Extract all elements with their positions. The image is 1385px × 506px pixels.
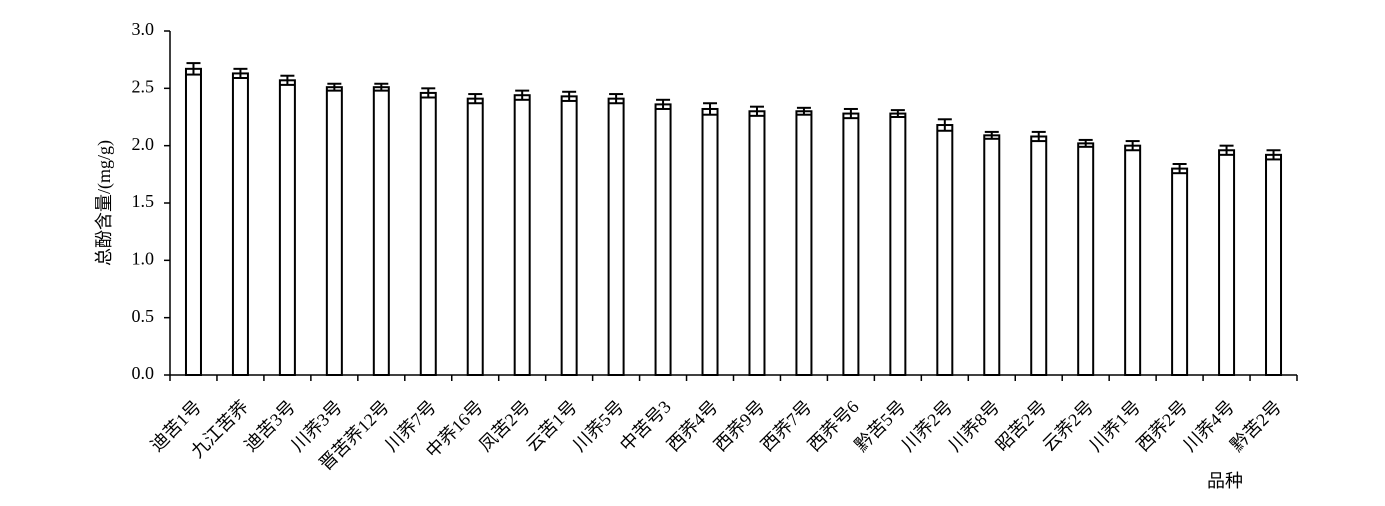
y-tick-label: 0.0 [132,363,155,383]
bar [1124,144,1142,376]
bar [325,86,343,376]
y-tick-label: 1.0 [132,248,155,268]
bar [1171,167,1189,376]
x-tick-label: 川荞1号 [1086,397,1145,456]
x-tick-label: 西荞4号 [663,397,722,456]
bar [184,67,202,376]
x-tick-label: 云苦1号 [522,397,581,456]
bar [701,107,719,377]
bar [842,112,860,376]
y-axis-label: 总酚含量/(mg/g) [94,140,115,266]
bar [231,72,249,376]
x-tick-label: 黔苦2号 [1227,397,1286,456]
x-tick-label: 川荞4号 [1180,397,1239,456]
x-tick-label: 黔苦5号 [851,397,910,456]
bar [278,79,296,376]
bar [1077,142,1095,376]
x-axis-label: 品种 [1207,471,1243,491]
bar [889,112,907,376]
y-tick-label: 2.5 [132,76,155,96]
bar [936,124,954,376]
bar [466,97,484,377]
x-tick-label: 西荞2号 [1133,397,1192,456]
x-tick-label: 川荞5号 [569,397,628,456]
x-tick-label: 西荞9号 [710,397,769,456]
x-tick-label: 迪苦3号 [240,397,299,456]
bar [419,91,437,376]
bar [983,134,1001,376]
y-tick-label: 3.0 [132,19,155,39]
bar [513,94,531,376]
y-tick-label: 0.5 [132,306,155,326]
x-tick-label: 川荞8号 [945,397,1004,456]
x-tick-label: 昭苦2号 [992,397,1051,456]
bar [748,110,766,377]
bar [560,95,578,377]
x-tick-label: 川荞2号 [898,397,957,456]
bar [1218,149,1236,376]
x-tick-label: 西荞号6 [804,397,863,456]
bar [607,97,625,377]
bar [1265,153,1283,376]
bar [795,110,813,377]
x-tick-label: 云荞2号 [1039,397,1098,456]
y-tick-label: 2.0 [132,134,155,154]
x-tick-label: 凤苦2号 [475,397,534,456]
bar [1030,135,1048,376]
bar [372,86,390,376]
x-tick-label: 中苦号3 [616,397,675,456]
y-tick-label: 1.5 [132,191,155,211]
x-tick-label: 西荞7号 [757,397,816,456]
bar [654,103,672,377]
